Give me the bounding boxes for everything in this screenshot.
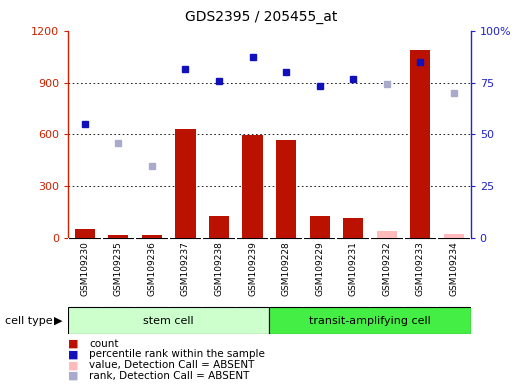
Text: ▶: ▶ [54,316,63,326]
Text: GDS2395 / 205455_at: GDS2395 / 205455_at [185,10,338,23]
Text: ■: ■ [68,339,78,349]
Text: stem cell: stem cell [143,316,194,326]
Text: ■: ■ [68,349,78,359]
Bar [276,139,296,238]
Bar [175,129,196,238]
Text: GSM109234: GSM109234 [449,242,459,296]
Bar [410,50,430,238]
Bar [377,231,397,238]
Text: GSM109230: GSM109230 [80,242,89,296]
Text: GSM109232: GSM109232 [382,242,391,296]
Text: GSM109231: GSM109231 [349,242,358,296]
Text: GSM109239: GSM109239 [248,242,257,296]
Text: cell type: cell type [5,316,53,326]
Text: GSM109238: GSM109238 [214,242,223,296]
Bar [75,228,95,238]
Bar [209,216,229,238]
Text: GSM109237: GSM109237 [181,242,190,296]
Text: value, Detection Call = ABSENT: value, Detection Call = ABSENT [89,360,254,370]
Text: GSM109235: GSM109235 [114,242,123,296]
Text: percentile rank within the sample: percentile rank within the sample [89,349,265,359]
Text: GSM109228: GSM109228 [281,242,291,296]
Text: GSM109233: GSM109233 [416,242,425,296]
Bar [269,307,471,334]
Text: ■: ■ [68,371,78,381]
Bar [343,218,363,238]
Bar [310,216,329,238]
Text: GSM109236: GSM109236 [147,242,156,296]
Text: rank, Detection Call = ABSENT: rank, Detection Call = ABSENT [89,371,249,381]
Bar [68,307,269,334]
Text: GSM109229: GSM109229 [315,242,324,296]
Bar [243,135,263,238]
Text: transit-amplifying cell: transit-amplifying cell [309,316,431,326]
Text: ■: ■ [68,360,78,370]
Bar [142,235,162,238]
Bar [444,234,464,238]
Text: count: count [89,339,118,349]
Bar [108,235,129,238]
